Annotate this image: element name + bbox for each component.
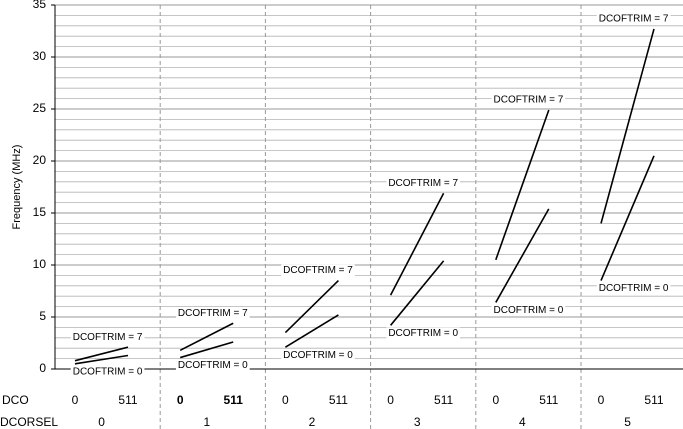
y-tick-label: 30 [33, 49, 47, 63]
series-label: DCOFTRIM = 7 [283, 265, 353, 276]
label-background [491, 94, 566, 107]
series-line [74, 354, 129, 365]
dco-tick-label: 0 [598, 393, 605, 407]
y-tick-label: 5 [39, 309, 46, 323]
y-tick-label: 20 [33, 153, 47, 167]
label-background [596, 282, 671, 295]
y-tick-label: 35 [33, 0, 47, 11]
dco-tick-label: 511 [329, 393, 348, 407]
series-label: DCOFTRIM = 0 [388, 328, 458, 339]
row-label: DCORSEL [0, 415, 58, 429]
y-axis-label: Frequency (MHz) [11, 145, 23, 230]
label-background [70, 365, 145, 378]
dcorsel-label: 0 [98, 415, 105, 429]
series-line [179, 322, 234, 351]
dco-tick-label: 0 [387, 393, 394, 407]
series-line [74, 346, 129, 362]
dco-tick-label: 511 [644, 393, 663, 407]
y-tick-label: 10 [33, 257, 47, 271]
y-tick-label: 25 [33, 101, 47, 115]
label-background [281, 264, 355, 277]
y-tick-label: 0 [39, 361, 46, 375]
label-background [70, 331, 145, 344]
series-line [495, 109, 550, 261]
dcorsel-label: 2 [309, 415, 316, 429]
label-background [175, 307, 250, 320]
label-background [281, 349, 355, 362]
dcorsel-label: 1 [203, 415, 210, 429]
series-line [179, 341, 234, 359]
series-label: DCOFTRIM = 0 [73, 366, 143, 377]
series-label: DCOFTRIM = 0 [178, 360, 248, 371]
dco-tick-label: 0 [282, 393, 289, 407]
dcorsel-label: 3 [414, 415, 421, 429]
dco-tick-label: 511 [434, 393, 453, 407]
label-background [596, 12, 671, 25]
dco-tick-label: 0 [72, 393, 79, 407]
series-line [284, 314, 339, 348]
dco-tick-label: 511 [539, 393, 558, 407]
series-line [389, 260, 445, 326]
label-background [491, 304, 566, 317]
series-line [495, 208, 550, 303]
row-label: DCO [2, 393, 29, 407]
dco-tick-label: 0 [177, 393, 184, 407]
label-background [386, 327, 461, 340]
label-background [386, 177, 461, 190]
series-label: DCOFTRIM = 7 [494, 95, 564, 106]
label-background [175, 359, 250, 372]
dco-tick-label: 511 [224, 393, 244, 407]
dcorsel-label: 4 [519, 415, 526, 429]
y-tick-label: 15 [33, 205, 47, 219]
series-line [389, 192, 445, 296]
series-label: DCOFTRIM = 0 [283, 350, 353, 361]
dcorsel-label: 5 [624, 415, 631, 429]
dco-tick-label: 511 [118, 393, 137, 407]
series-label: DCOFTRIM = 7 [73, 332, 143, 343]
series-line [284, 280, 339, 334]
series-label: DCOFTRIM = 7 [388, 178, 458, 189]
series-label: DCOFTRIM = 7 [178, 308, 248, 319]
series-label: DCOFTRIM = 7 [599, 14, 669, 25]
series-label: DCOFTRIM = 0 [599, 283, 669, 294]
dco-tick-label: 0 [492, 393, 499, 407]
series-line [600, 28, 655, 224]
series-line [600, 155, 655, 281]
series-label: DCOFTRIM = 0 [494, 305, 564, 316]
